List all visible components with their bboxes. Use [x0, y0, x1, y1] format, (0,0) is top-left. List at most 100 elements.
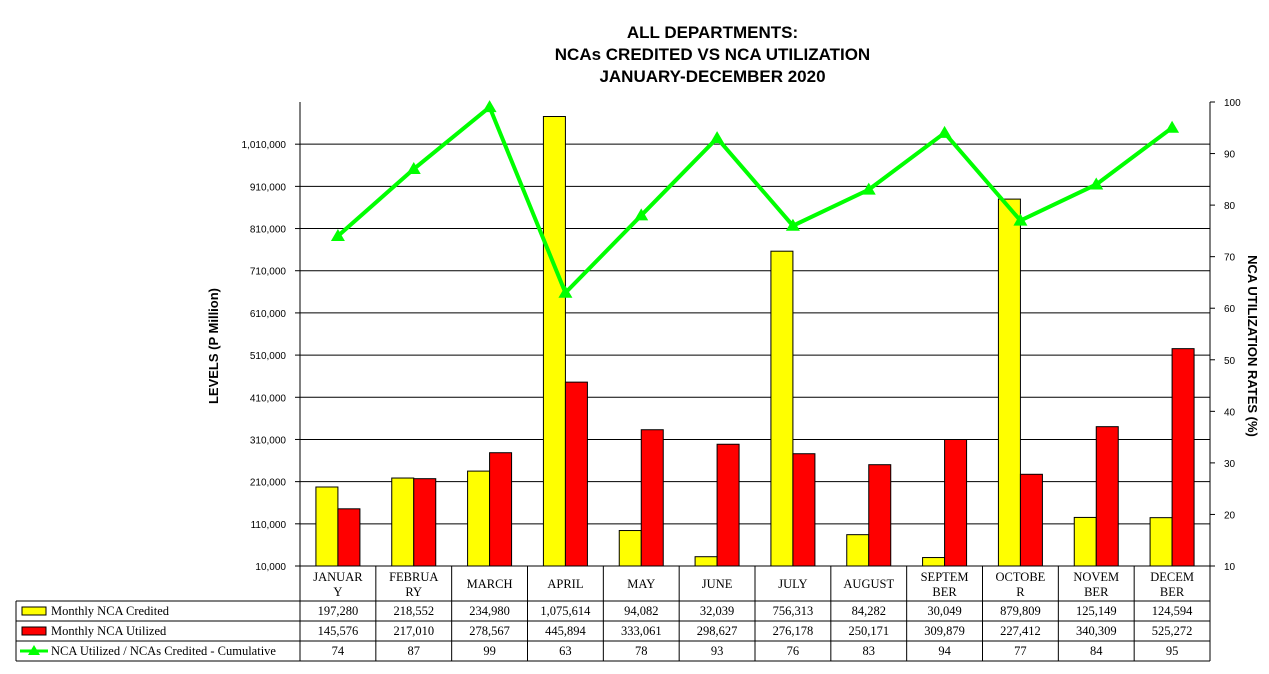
x-tick-label: BER: [1160, 585, 1185, 599]
bar: [944, 439, 968, 567]
line-point-marker: [558, 285, 573, 298]
table-value: 95: [1166, 644, 1179, 658]
legend-key: [21, 626, 47, 636]
table-value: 756,313: [773, 604, 814, 618]
x-tick-label: SEPTEM: [921, 570, 969, 584]
bar: [391, 477, 415, 567]
bar: [997, 198, 1021, 567]
line-series: [336, 103, 1174, 297]
x-tick-label: JUNE: [702, 577, 733, 591]
bar: [770, 250, 794, 567]
y2-tick-label: 40: [1224, 407, 1236, 418]
bar: [315, 486, 339, 567]
table-value: 525,272: [1152, 624, 1193, 638]
y2-tick-label: 100: [1224, 98, 1241, 109]
x-tick-label: JANUAR: [313, 570, 363, 584]
legend-label: Monthly NCA Credited: [51, 604, 170, 618]
x-tick-label: MAY: [627, 577, 655, 591]
bar: [640, 429, 664, 567]
x-tick-label: RY: [405, 585, 422, 599]
table-value: 124,594: [1152, 604, 1193, 618]
y-tick-label: 10,000: [255, 562, 286, 573]
x-tick-label: AUGUST: [843, 577, 894, 591]
line-point-marker: [1013, 213, 1028, 226]
bar: [1019, 473, 1043, 567]
table-value: 76: [787, 644, 800, 658]
line-point-marker: [1089, 177, 1104, 190]
bar: [922, 557, 946, 567]
table-value: 197,280: [318, 604, 359, 618]
line-point-marker: [406, 162, 421, 175]
y-tick-label: 810,000: [250, 225, 287, 236]
legend-key: [21, 606, 47, 616]
line-point-marker: [634, 208, 649, 221]
table-value: 94: [938, 644, 951, 658]
bar: [716, 443, 740, 567]
x-tick-label: FEBRUA: [389, 570, 438, 584]
bar: [694, 556, 718, 567]
bar: [846, 534, 870, 567]
bar: [1073, 516, 1097, 567]
x-tick-label: BER: [1084, 585, 1109, 599]
bar: [337, 508, 361, 567]
table-value: 30,049: [927, 604, 961, 618]
y2-tick-label: 80: [1224, 201, 1236, 212]
legend-label: NCA Utilized / NCAs Credited - Cumulativ…: [51, 644, 276, 658]
x-tick-label: MARCH: [467, 577, 513, 591]
table-value: 218,552: [393, 604, 434, 618]
table-value: 63: [559, 644, 572, 658]
bar: [618, 530, 642, 567]
y-axis-title: LEVELS (P Million): [206, 288, 221, 404]
line-point-marker: [482, 100, 497, 113]
line-point-marker: [861, 182, 876, 195]
table-value: 1,075,614: [540, 604, 591, 618]
table-value: 145,576: [318, 624, 359, 638]
y-tick-label: 210,000: [250, 478, 287, 489]
y-tick-label: 310,000: [250, 435, 287, 446]
chart-title-line: JANUARY-DECEMBER 2020: [599, 67, 826, 86]
y2-tick-label: 50: [1224, 356, 1236, 367]
y2-axis-title: NCA UTILIZATION RATES (%): [1245, 255, 1260, 437]
bar: [489, 452, 513, 567]
chart-title-line: ALL DEPARTMENTS:: [626, 23, 799, 42]
bar: [1171, 348, 1195, 567]
bar: [467, 470, 491, 567]
table-value: 74: [332, 644, 345, 658]
table-value: 234,980: [469, 604, 510, 618]
y2-tick-label: 30: [1224, 459, 1236, 470]
table-value: 276,178: [773, 624, 814, 638]
bar: [542, 116, 566, 567]
table-value: 83: [863, 644, 876, 658]
table-value: 250,171: [848, 624, 889, 638]
table-value: 99: [483, 644, 496, 658]
table-value: 340,309: [1076, 624, 1117, 638]
legend-label: Monthly NCA Utilized: [51, 624, 167, 638]
x-tick-label: JULY: [778, 577, 807, 591]
y2-tick-label: 70: [1224, 253, 1236, 264]
table-value: 84: [1090, 644, 1103, 658]
chart-title: ALL DEPARTMENTS: NCAs CREDITED VS NCA UT…: [300, 22, 1125, 88]
y-tick-label: 410,000: [250, 393, 287, 404]
y2-tick-label: 90: [1224, 150, 1236, 161]
x-tick-label: APRIL: [547, 577, 583, 591]
table-value: 77: [1014, 644, 1027, 658]
y-tick-label: 610,000: [250, 309, 287, 320]
bar: [1149, 517, 1173, 567]
table-value: 87: [408, 644, 421, 658]
bar: [564, 381, 588, 567]
line-point-marker: [937, 125, 952, 138]
table-value: 84,282: [852, 604, 886, 618]
line-point-marker: [1165, 120, 1180, 133]
chart-title-line: NCAs CREDITED VS NCA UTILIZATION: [554, 45, 871, 64]
table-value: 125,149: [1076, 604, 1117, 618]
y2-tick-label: 20: [1224, 510, 1236, 521]
y-tick-label: 110,000: [251, 520, 287, 531]
line-point-marker: [330, 229, 345, 242]
y-tick-label: 510,000: [250, 351, 287, 362]
x-tick-label: DECEM: [1150, 570, 1194, 584]
table-value: 298,627: [697, 624, 738, 638]
line-point-marker: [785, 218, 800, 231]
y2-tick-label: 60: [1224, 304, 1236, 315]
x-tick-label: BER: [932, 585, 957, 599]
